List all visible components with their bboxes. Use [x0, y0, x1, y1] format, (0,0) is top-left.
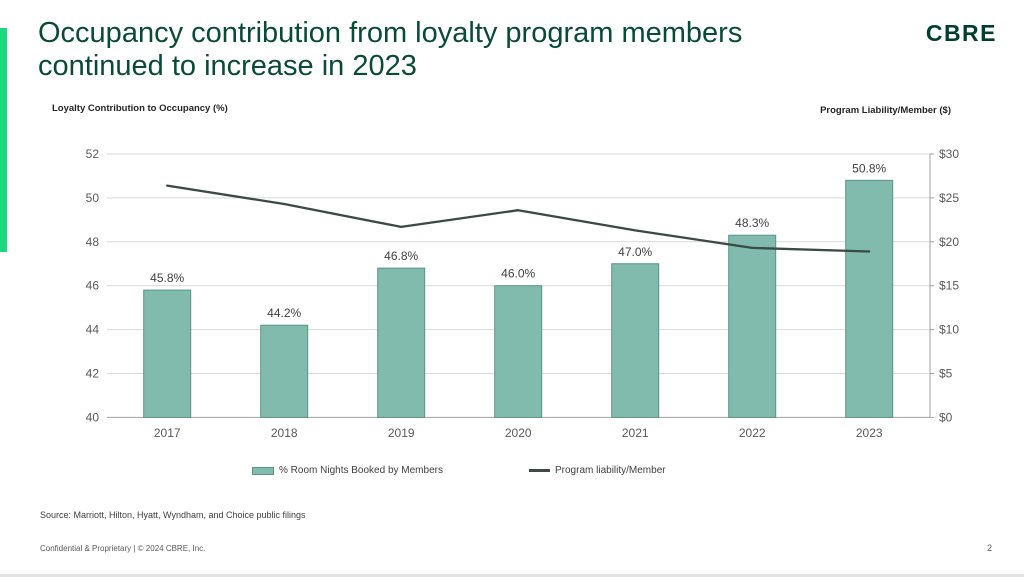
legend-item-line-series: Program liability/Member [529, 465, 666, 476]
liability-line [166, 184, 871, 253]
legend-item-bar-series: % Room Nights Booked by Members [252, 465, 443, 476]
bar-2022 [728, 234, 777, 418]
category-label: 2018 [271, 426, 298, 440]
legend-label-bar-series: % Room Nights Booked by Members [279, 465, 443, 476]
category-label: 2022 [739, 426, 766, 440]
title-line-2: continued to increase in 2023 [38, 50, 417, 82]
right-axis-tick-label: $5 [939, 367, 953, 381]
page-title: Occupancy contribution from loyalty prog… [38, 17, 878, 83]
bar-data-label: 46.0% [501, 267, 535, 281]
category-label: 2021 [622, 426, 649, 440]
cbre-logo: CBRE [925, 20, 997, 46]
bar-2021 [611, 263, 660, 418]
category-label: 2017 [154, 426, 181, 440]
bar-2020 [494, 285, 543, 418]
bar-2018 [260, 324, 309, 418]
source-note: Source: Marriott, Hilton, Hyatt, Wyndham… [40, 510, 306, 520]
accent-bar [0, 28, 7, 252]
footer-confidentiality: Confidential & Proprietary | © 2024 CBRE… [40, 544, 206, 553]
bar-data-label: 44.2% [267, 306, 301, 320]
right-axis-tick-label: $25 [939, 191, 959, 205]
left-axis-tick-label: 42 [86, 367, 100, 381]
title-line-1: Occupancy contribution from loyalty prog… [38, 17, 743, 49]
slide-bottom-edge [0, 574, 1024, 577]
category-label: 2020 [505, 426, 532, 440]
left-axis-tick-label: 40 [86, 410, 100, 424]
page-number: 2 [986, 543, 992, 553]
right-axis-tick-label: $10 [939, 323, 959, 337]
right-axis-tick-label: $15 [939, 279, 959, 293]
right-axis-title: Program Liability/Member ($) [820, 105, 951, 116]
right-axis-tick-label: $0 [939, 410, 953, 424]
left-axis-tick-label: 52 [86, 147, 100, 161]
bar-data-label: 47.0% [618, 245, 652, 259]
bar-2017 [143, 289, 192, 418]
bar-2019 [377, 267, 426, 418]
left-axis-tick-label: 50 [86, 191, 100, 205]
bar-data-label: 45.8% [150, 271, 184, 285]
left-axis-tick-label: 48 [86, 235, 100, 249]
category-label: 2023 [856, 426, 883, 440]
left-axis-tick-label: 46 [86, 279, 100, 293]
right-axis-tick-label: $30 [939, 147, 959, 161]
bar-data-label: 48.3% [735, 216, 769, 230]
left-axis-title: Loyalty Contribution to Occupancy (%) [52, 103, 228, 114]
bar-data-label: 46.8% [384, 249, 418, 263]
left-axis-tick-label: 44 [86, 323, 100, 337]
bar-data-label: 50.8% [852, 161, 886, 175]
line-series-swatch-icon [529, 469, 550, 472]
right-axis-tick-label: $20 [939, 235, 959, 249]
legend-label-line-series: Program liability/Member [555, 465, 666, 476]
bar-2023 [845, 179, 894, 418]
bar-series-swatch-icon [252, 466, 274, 475]
category-label: 2019 [388, 426, 415, 440]
